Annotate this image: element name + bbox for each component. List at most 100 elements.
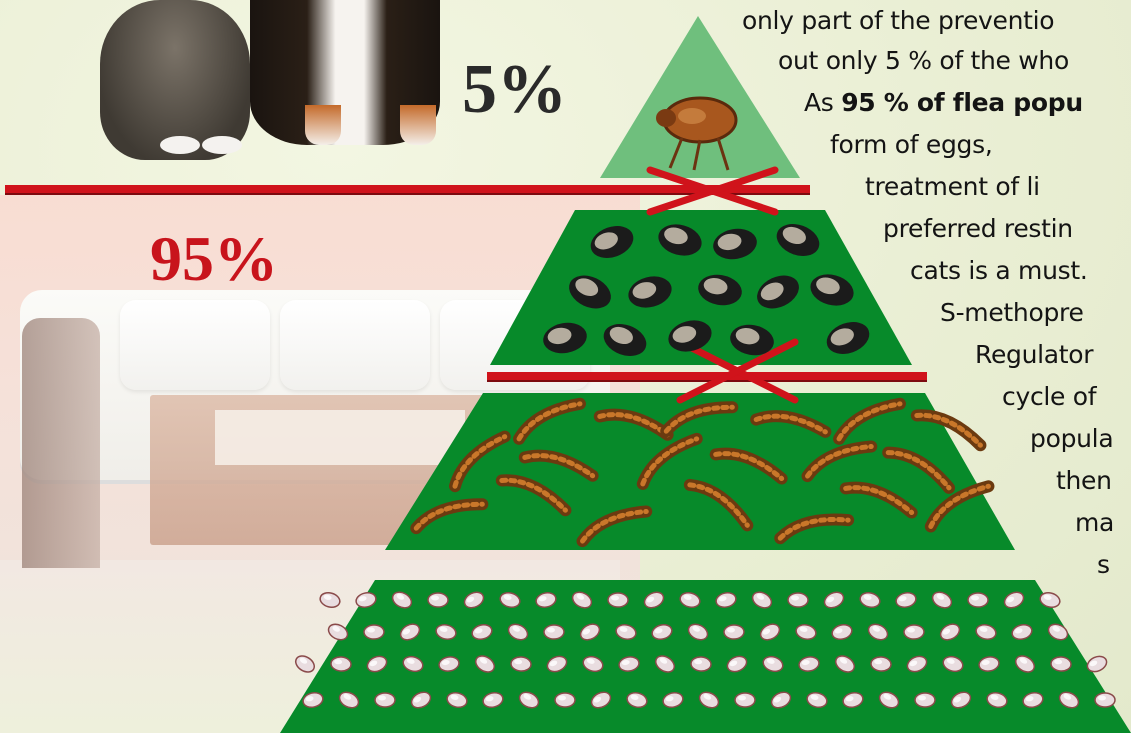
sofa-cushion xyxy=(280,300,430,390)
egg-icon xyxy=(834,655,856,673)
egg-icon xyxy=(798,656,820,672)
egg-icon xyxy=(302,692,324,708)
egg-icon xyxy=(327,623,349,641)
flea-icon xyxy=(656,96,738,171)
egg-icon xyxy=(942,655,964,673)
larva-icon xyxy=(833,397,906,445)
egg-icon xyxy=(978,656,1000,672)
egg-icon xyxy=(582,655,604,673)
egg-icon xyxy=(1047,623,1069,641)
egg-icon xyxy=(662,692,684,708)
pupa-icon xyxy=(668,320,712,352)
egg-icon xyxy=(759,623,781,641)
egg-icon xyxy=(366,655,388,673)
pupa-icon xyxy=(698,274,742,306)
larva-icon xyxy=(576,505,653,548)
egg-icon xyxy=(859,592,881,608)
egg-icon xyxy=(842,692,864,708)
egg-icon xyxy=(507,623,529,641)
egg-icon xyxy=(762,655,784,673)
egg-icon xyxy=(975,624,997,640)
pupa-icon xyxy=(543,322,587,354)
egg-icon xyxy=(579,623,601,641)
egg-icon xyxy=(734,692,756,708)
larva-icon xyxy=(882,446,955,494)
egg-icon xyxy=(715,592,737,608)
egg-icon xyxy=(770,691,792,709)
larva-icon xyxy=(709,447,788,485)
divider-line-pupae xyxy=(487,372,927,380)
egg-icon xyxy=(903,624,925,640)
pupa-group xyxy=(543,224,870,356)
egg-icon xyxy=(823,591,845,609)
pupa-icon xyxy=(810,274,854,306)
pupa-icon xyxy=(776,224,820,256)
coffee-table-top xyxy=(215,410,465,465)
egg-icon xyxy=(906,655,928,673)
egg-icon xyxy=(726,655,748,673)
egg-icon xyxy=(535,592,557,608)
egg-icon xyxy=(363,624,385,640)
larva-icon xyxy=(636,432,703,490)
egg-icon xyxy=(914,692,936,708)
pets-photo xyxy=(100,0,440,160)
pupa-icon xyxy=(713,228,757,260)
egg-icon xyxy=(1094,692,1116,708)
larva-icon xyxy=(660,401,739,438)
egg-icon xyxy=(399,623,421,641)
egg-icon xyxy=(330,656,352,672)
pupa-icon xyxy=(603,324,647,356)
cross-icon xyxy=(646,166,779,216)
egg-icon xyxy=(795,624,817,640)
larva-icon xyxy=(839,481,918,519)
cat-image xyxy=(100,0,250,160)
egg-icon xyxy=(391,591,413,609)
egg-icon xyxy=(355,592,377,608)
pupa-icon xyxy=(658,224,702,256)
egg-icon xyxy=(643,591,665,609)
egg-icon xyxy=(618,656,640,672)
egg-icon xyxy=(571,591,593,609)
egg-icon xyxy=(615,624,637,640)
egg-icon xyxy=(870,656,892,672)
pupa-icon xyxy=(757,275,799,309)
egg-icon xyxy=(294,655,316,673)
egg-icon xyxy=(1039,592,1061,608)
egg-icon xyxy=(1011,624,1033,640)
egg-icon xyxy=(867,623,889,641)
immature-percentage: 95% xyxy=(150,223,278,294)
adult-percentage: 5% xyxy=(462,51,567,128)
egg-icon xyxy=(1014,655,1036,673)
cat-paw xyxy=(202,136,242,154)
pupa-icon xyxy=(730,324,774,356)
egg-icon xyxy=(510,656,532,672)
egg-icon xyxy=(427,592,449,608)
egg-icon xyxy=(651,624,673,640)
egg-icon xyxy=(1086,655,1108,673)
larva-icon xyxy=(774,513,855,545)
larva-icon xyxy=(448,430,511,493)
egg-icon xyxy=(654,655,676,673)
egg-icon xyxy=(1058,691,1080,709)
pupa-icon xyxy=(628,276,672,308)
cross-icon xyxy=(676,338,799,404)
sofa-cushion xyxy=(120,300,270,390)
larva-icon xyxy=(910,409,987,452)
pyramid-tier-larvae xyxy=(385,393,1015,550)
dog-leg xyxy=(305,105,341,145)
egg-icon xyxy=(986,692,1008,708)
egg-icon xyxy=(698,691,720,709)
larva-icon xyxy=(518,449,599,482)
egg-icon xyxy=(787,592,809,608)
egg-icon xyxy=(950,691,972,709)
pupa-icon xyxy=(590,226,634,258)
pupa-icon xyxy=(826,322,870,354)
egg-icon xyxy=(931,591,953,609)
egg-icon xyxy=(482,692,504,708)
egg-icon xyxy=(402,655,424,673)
egg-icon xyxy=(499,592,521,608)
egg-icon xyxy=(319,592,341,608)
larva-group xyxy=(410,397,995,548)
egg-icon xyxy=(626,692,648,708)
